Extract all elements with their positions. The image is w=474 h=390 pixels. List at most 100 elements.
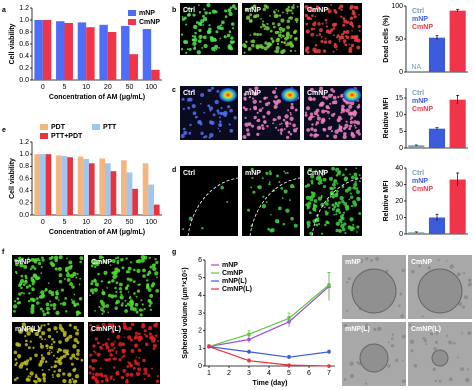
cell-dot bbox=[306, 205, 311, 209]
cell-dot bbox=[344, 204, 349, 209]
cell-dot bbox=[68, 265, 73, 270]
cell-dot bbox=[89, 353, 93, 357]
bar bbox=[449, 99, 466, 148]
cell-dot bbox=[40, 266, 43, 269]
cell-dot bbox=[323, 185, 327, 189]
cell-dot bbox=[137, 284, 140, 286]
cell-dot bbox=[18, 330, 22, 334]
x-tick-label: 3 bbox=[247, 370, 251, 377]
cell-dot bbox=[199, 102, 202, 105]
cell-dot bbox=[127, 266, 132, 271]
cell-dot bbox=[138, 335, 142, 340]
cell-dot bbox=[39, 344, 44, 349]
cell-dot bbox=[43, 324, 46, 327]
cell-dot bbox=[143, 378, 146, 381]
cell-dot bbox=[74, 374, 80, 379]
cell-dot bbox=[148, 304, 152, 308]
cell-dot bbox=[113, 346, 116, 350]
cell-dot bbox=[272, 118, 276, 122]
cell-dot bbox=[52, 340, 56, 344]
cell-dot bbox=[220, 185, 224, 190]
cell-dot bbox=[185, 23, 188, 26]
cell-dot bbox=[129, 278, 133, 282]
cell-dot bbox=[312, 115, 315, 118]
cell-dot bbox=[250, 186, 253, 189]
cell-dot bbox=[20, 291, 23, 294]
cell-dot bbox=[90, 288, 95, 293]
cell-dot bbox=[356, 231, 358, 233]
cell-dot bbox=[456, 272, 461, 277]
cell-dot bbox=[71, 353, 76, 358]
cell-dot bbox=[149, 265, 153, 269]
cell-dot bbox=[49, 345, 54, 350]
cell-dot bbox=[148, 270, 151, 272]
cell-dot bbox=[56, 331, 59, 333]
cell-dot bbox=[337, 120, 340, 122]
cell-dot bbox=[353, 38, 358, 42]
cell-dot bbox=[125, 270, 130, 274]
cell-dot bbox=[410, 349, 414, 353]
cell-dot bbox=[76, 310, 79, 314]
cell-dot bbox=[251, 97, 255, 100]
cell-dot bbox=[132, 280, 136, 284]
cell-dot bbox=[57, 368, 62, 373]
cell-dot bbox=[30, 257, 35, 262]
cell-dot bbox=[342, 173, 345, 177]
cell-dot bbox=[142, 358, 146, 363]
cell-dot bbox=[127, 291, 130, 293]
cell-dot bbox=[200, 19, 205, 24]
cell-dot bbox=[67, 372, 72, 377]
cell-dot bbox=[434, 379, 438, 383]
cell-dot bbox=[309, 133, 313, 137]
y-tick-label: 1.0 bbox=[19, 151, 29, 158]
cell-dot bbox=[56, 350, 60, 354]
cell-dot bbox=[110, 342, 115, 347]
cell-dot bbox=[313, 199, 318, 203]
cell-dot bbox=[118, 287, 122, 291]
cell-dot bbox=[323, 40, 328, 44]
cell-dot bbox=[251, 177, 254, 180]
cell-dot bbox=[226, 33, 231, 38]
cell-dot bbox=[318, 222, 321, 226]
cell-dot bbox=[352, 12, 356, 16]
cell-dot bbox=[142, 268, 146, 273]
cell-dot bbox=[41, 369, 44, 372]
cell-dot bbox=[448, 340, 453, 345]
cell-dot bbox=[30, 327, 35, 332]
cell-dot bbox=[328, 40, 332, 44]
cell-dot bbox=[294, 49, 297, 52]
cell-dot bbox=[291, 12, 294, 15]
cell-dot bbox=[289, 49, 293, 53]
cell-dot bbox=[41, 331, 46, 336]
cell-dot bbox=[463, 295, 468, 300]
cell-dot bbox=[212, 113, 216, 117]
cell-dot bbox=[89, 294, 91, 297]
cell-dot bbox=[329, 195, 332, 198]
cell-dot bbox=[215, 30, 219, 34]
cell-dot bbox=[343, 222, 347, 226]
cell-dot bbox=[335, 192, 339, 195]
cell-dot bbox=[133, 337, 137, 340]
cell-dot bbox=[211, 9, 217, 14]
cell-dot bbox=[117, 324, 120, 327]
cell-dot bbox=[16, 376, 19, 380]
cell-dot bbox=[358, 174, 361, 177]
cell-dot bbox=[75, 357, 79, 361]
cell-dot bbox=[207, 88, 211, 92]
cell-dot bbox=[356, 225, 360, 229]
cell-dot bbox=[88, 371, 92, 375]
cell-dot bbox=[47, 351, 51, 356]
cell-dot bbox=[345, 34, 348, 38]
cell-dot bbox=[90, 328, 94, 332]
cell-dot bbox=[76, 352, 80, 356]
y-tick-label: 5 bbox=[198, 275, 202, 282]
cell-dot bbox=[149, 293, 154, 298]
x-tick-label: 100 bbox=[145, 219, 157, 226]
cell-dot bbox=[29, 356, 32, 360]
data-point bbox=[287, 363, 291, 367]
cell-dot bbox=[201, 46, 204, 49]
cell-dot bbox=[270, 37, 273, 40]
cell-dot bbox=[357, 197, 360, 200]
cell-dot bbox=[335, 167, 340, 172]
cell-dot bbox=[289, 113, 292, 116]
